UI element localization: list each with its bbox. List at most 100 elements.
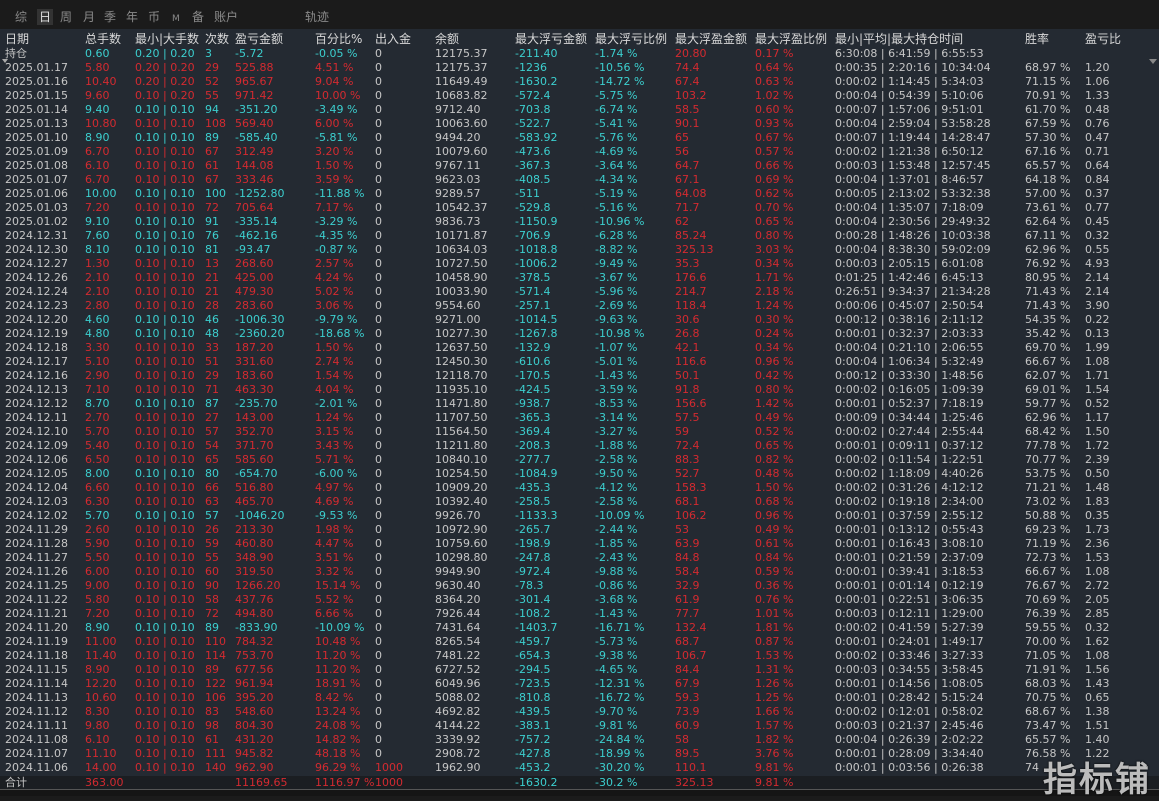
table-row[interactable]: 2024.12.30 8.10 0.10 | 0.10 81 -93.47 -0.87 %… — [0, 243, 1159, 257]
cell-pct: 1.24 % — [315, 411, 354, 424]
table-row[interactable]: 2024.12.16 2.90 0.10 | 0.10 29 183.60 1.54 % 0… — [0, 369, 1159, 383]
cell-balance: 9767.11 — [435, 159, 481, 172]
cell-max-float-gain-pct: 1.01 % — [755, 607, 794, 620]
table-row[interactable]: 2024.11.07 11.10 0.10 | 0.10 111 945.82 48.18… — [0, 747, 1159, 761]
table-header-row[interactable]: 日期 总手数 最小|大手数 次数 盈亏金额 百分比% 出入金 余额 最大浮亏金额 最大浮亏比例 最大… — [0, 31, 1159, 47]
cell-win-rate: 67.11 % — [1025, 229, 1071, 242]
table-row[interactable]: 2024.12.05 8.00 0.10 | 0.10 80 -654.70 -6.00 … — [0, 467, 1159, 481]
table-row[interactable]: 2024.12.26 2.10 0.10 | 0.10 21 425.00 4.24 % 0… — [0, 271, 1159, 285]
table-row[interactable]: 2025.01.08 6.10 0.10 | 0.10 61 144.08 1.50 % 0… — [0, 159, 1159, 173]
cell-max-float-loss-pct: -1.43 % — [595, 607, 638, 620]
table-row[interactable]: 2025.01.13 10.80 0.10 | 0.10 108 569.40 6.00 … — [0, 117, 1159, 131]
table-row[interactable]: 2024.11.14 12.20 0.10 | 0.10 122 961.94 18.91… — [0, 677, 1159, 691]
cell-pl-ratio: 0.76 — [1085, 117, 1110, 130]
table-row[interactable]: 2024.11.13 10.60 0.10 | 0.10 106 395.20 8.42 … — [0, 691, 1159, 705]
cell-hold-time: 0:00:06 | 0:45:07 | 2:50:54 — [835, 299, 984, 312]
table-row[interactable]: 2024.11.12 8.30 0.10 | 0.10 83 548.60 13.24 %… — [0, 705, 1159, 719]
tab-4[interactable]: 季 — [104, 10, 117, 24]
table-row[interactable]: 2024.11.06 14.00 0.10 | 0.10 140 962.90 96.29… — [0, 761, 1159, 775]
cell-balance: 10254.50 — [435, 467, 488, 480]
total-row[interactable]: 合计 363.00 11169.65 1116.97 % 1000 -1630.2 -30.… — [0, 776, 1159, 790]
cell-win-rate: 71.19 % — [1025, 537, 1071, 550]
table-row[interactable]: 2024.12.12 8.70 0.10 | 0.10 87 -235.70 -2.01 … — [0, 397, 1159, 411]
table-row[interactable]: 2025.01.02 9.10 0.10 | 0.10 91 -335.14 -3.29 … — [0, 215, 1159, 229]
tab-9[interactable]: 账户 — [214, 10, 239, 24]
tab-3[interactable]: 月 — [83, 10, 96, 24]
cell-pl-ratio: 1.33 — [1085, 89, 1110, 102]
table-row[interactable]: 2024.12.13 7.10 0.10 | 0.10 71 463.30 4.04 % 0… — [0, 383, 1159, 397]
tab-5[interactable]: 年 — [126, 10, 139, 24]
sort-arrow-icon[interactable] — [2, 59, 8, 63]
table-row[interactable]: 2024.12.11 2.70 0.10 | 0.10 27 143.00 1.24 % 0… — [0, 411, 1159, 425]
table-row[interactable]: 2024.12.23 2.80 0.10 | 0.10 28 283.60 3.06 % 0… — [0, 299, 1159, 313]
cell-count: 89 — [205, 663, 219, 676]
table-row[interactable]: 2024.12.18 3.30 0.10 | 0.10 33 187.20 1.50 % 0… — [0, 341, 1159, 355]
table-row[interactable]: 2024.11.26 6.00 0.10 | 0.10 60 319.50 3.32 % 0… — [0, 565, 1159, 579]
cell-count: 61 — [205, 159, 219, 172]
scroll-down-arrow-icon[interactable] — [1149, 59, 1157, 64]
table-row[interactable]: 2024.12.19 4.80 0.10 | 0.10 48 -2360.20 -18.6… — [0, 327, 1159, 341]
table-row[interactable]: 2024.12.17 5.10 0.10 | 0.10 51 331.60 2.74 % 0… — [0, 355, 1159, 369]
cell-max-float-loss: -529.8 — [515, 201, 551, 214]
cell-max-float-loss: -654.3 — [515, 649, 551, 662]
table-row[interactable]: 2024.12.06 6.50 0.10 | 0.10 65 585.60 5.71 % 0… — [0, 453, 1159, 467]
tab-8[interactable]: 备 — [192, 10, 205, 24]
table-row[interactable]: 2024.11.22 5.80 0.10 | 0.10 58 437.76 5.52 % 0… — [0, 593, 1159, 607]
table-row[interactable]: 2024.12.31 7.60 0.10 | 0.10 76 -462.16 -4.35 … — [0, 229, 1159, 243]
horizontal-scrollbar[interactable] — [0, 789, 1159, 796]
table-row[interactable]: 2025.01.06 10.00 0.10 | 0.10 100 -1252.80 -11… — [0, 187, 1159, 201]
cell-pnl: 705.64 — [235, 201, 274, 214]
cell-total-lots: 2.60 — [85, 523, 110, 536]
cell-win-rate: 62.96 % — [1025, 411, 1071, 424]
table-row[interactable]: 2025.01.17 5.80 0.20 | 0.20 29 525.88 4.51 % 0… — [0, 61, 1159, 75]
position-row[interactable]: 持仓 0.60 0.20 | 0.20 3 -5.72 -0.05 % 0 12175.37 -… — [0, 47, 1159, 61]
table-row[interactable]: 2025.01.14 9.40 0.10 | 0.10 94 -351.20 -3.49 … — [0, 103, 1159, 117]
cell-date: 2024.11.26 — [5, 565, 68, 578]
table-row[interactable]: 2025.01.07 6.70 0.10 | 0.10 67 333.46 3.59 % 0… — [0, 173, 1159, 187]
cell-max-float-loss-pct: -3.59 % — [595, 383, 638, 396]
cell-min-max-lots: 0.10 | 0.10 — [135, 467, 195, 480]
tab-7[interactable]: M — [172, 14, 180, 24]
table-row[interactable]: 2024.12.03 6.30 0.10 | 0.10 63 465.70 4.69 % 0… — [0, 495, 1159, 509]
table-row[interactable]: 2024.11.19 11.00 0.10 | 0.10 110 784.32 10.48… — [0, 635, 1159, 649]
table-row[interactable]: 2024.11.18 11.40 0.10 | 0.10 114 753.70 11.20… — [0, 649, 1159, 663]
table-row[interactable]: 2024.11.20 8.90 0.10 | 0.10 89 -833.90 -10.09… — [0, 621, 1159, 635]
table-row[interactable]: 2025.01.03 7.20 0.10 | 0.10 72 705.64 7.17 % 0… — [0, 201, 1159, 215]
cell-count: 108 — [205, 117, 226, 130]
tab-10[interactable]: 轨迹 — [305, 10, 330, 24]
tab-6[interactable]: 币 — [148, 10, 161, 24]
table-row[interactable]: 2024.11.25 9.00 0.10 | 0.10 90 1266.20 15.14 … — [0, 579, 1159, 593]
tab-0[interactable]: 综 — [15, 10, 28, 24]
cell-pnl: 144.08 — [235, 159, 274, 172]
table-row[interactable]: 2024.12.02 5.70 0.10 | 0.10 57 -1046.20 -9.53… — [0, 509, 1159, 523]
cell-total-lots: 7.60 — [85, 229, 110, 242]
cell-count: 66 — [205, 481, 219, 494]
table-row[interactable]: 2024.11.08 6.10 0.10 | 0.10 61 431.20 14.82 %… — [0, 733, 1159, 747]
tab-2[interactable]: 周 — [60, 10, 73, 24]
table-row[interactable]: 2024.11.29 2.60 0.10 | 0.10 26 213.30 1.98 % 0… — [0, 523, 1159, 537]
table-row[interactable]: 2024.11.15 8.90 0.10 | 0.10 89 677.56 11.20 %… — [0, 663, 1159, 677]
table-row[interactable]: 2025.01.09 6.70 0.10 | 0.10 67 312.49 3.20 % 0… — [0, 145, 1159, 159]
table-row[interactable]: 2024.11.21 7.20 0.10 | 0.10 72 494.80 6.66 % 0… — [0, 607, 1159, 621]
table-row[interactable]: 2024.11.11 9.80 0.10 | 0.10 98 804.30 24.08 %… — [0, 719, 1159, 733]
table-row[interactable]: 2025.01.16 10.40 0.20 | 0.20 52 965.67 9.04 %… — [0, 75, 1159, 89]
table-row[interactable]: 2024.12.20 4.60 0.10 | 0.10 46 -1006.30 -9.79… — [0, 313, 1159, 327]
table-row[interactable]: 2024.11.28 5.90 0.10 | 0.10 59 460.80 4.47 % 0… — [0, 537, 1159, 551]
cell-min-max-lots: 0.10 | 0.10 — [135, 551, 195, 564]
table-row[interactable]: 2024.12.24 2.10 0.10 | 0.10 21 479.30 5.02 % 0… — [0, 285, 1159, 299]
table-row[interactable]: 2025.01.10 8.90 0.10 | 0.10 89 -585.40 -5.81 … — [0, 131, 1159, 145]
cell-min-max-lots: 0.10 | 0.10 — [135, 131, 195, 144]
table-row[interactable]: 2024.12.27 1.30 0.10 | 0.10 13 268.60 2.57 % 0… — [0, 257, 1159, 271]
cell-total-lots: 6.50 — [85, 453, 110, 466]
table-row[interactable]: 2024.12.04 6.60 0.10 | 0.10 66 516.80 4.97 % 0… — [0, 481, 1159, 495]
cell-count: 80 — [205, 467, 219, 480]
table-row[interactable]: 2024.11.27 5.50 0.10 | 0.10 55 348.90 3.51 % 0… — [0, 551, 1159, 565]
table-row[interactable]: 2024.12.09 5.40 0.10 | 0.10 54 371.70 3.43 % 0… — [0, 439, 1159, 453]
tab-1[interactable]: 日 — [37, 9, 54, 25]
cell-date: 2024.11.15 — [5, 663, 68, 676]
table-row[interactable]: 2024.12.10 5.70 0.10 | 0.10 57 352.70 3.15 % 0… — [0, 425, 1159, 439]
cell-max-float-gain: 68.1 — [675, 495, 700, 508]
table-row[interactable]: 2025.01.15 9.60 0.10 | 0.20 55 971.42 10.00 %… — [0, 89, 1159, 103]
cell-hold-time: 0:00:01 | 0:24:01 | 1:49:17 — [835, 635, 984, 648]
cell-pl-ratio: 1.48 — [1085, 481, 1110, 494]
